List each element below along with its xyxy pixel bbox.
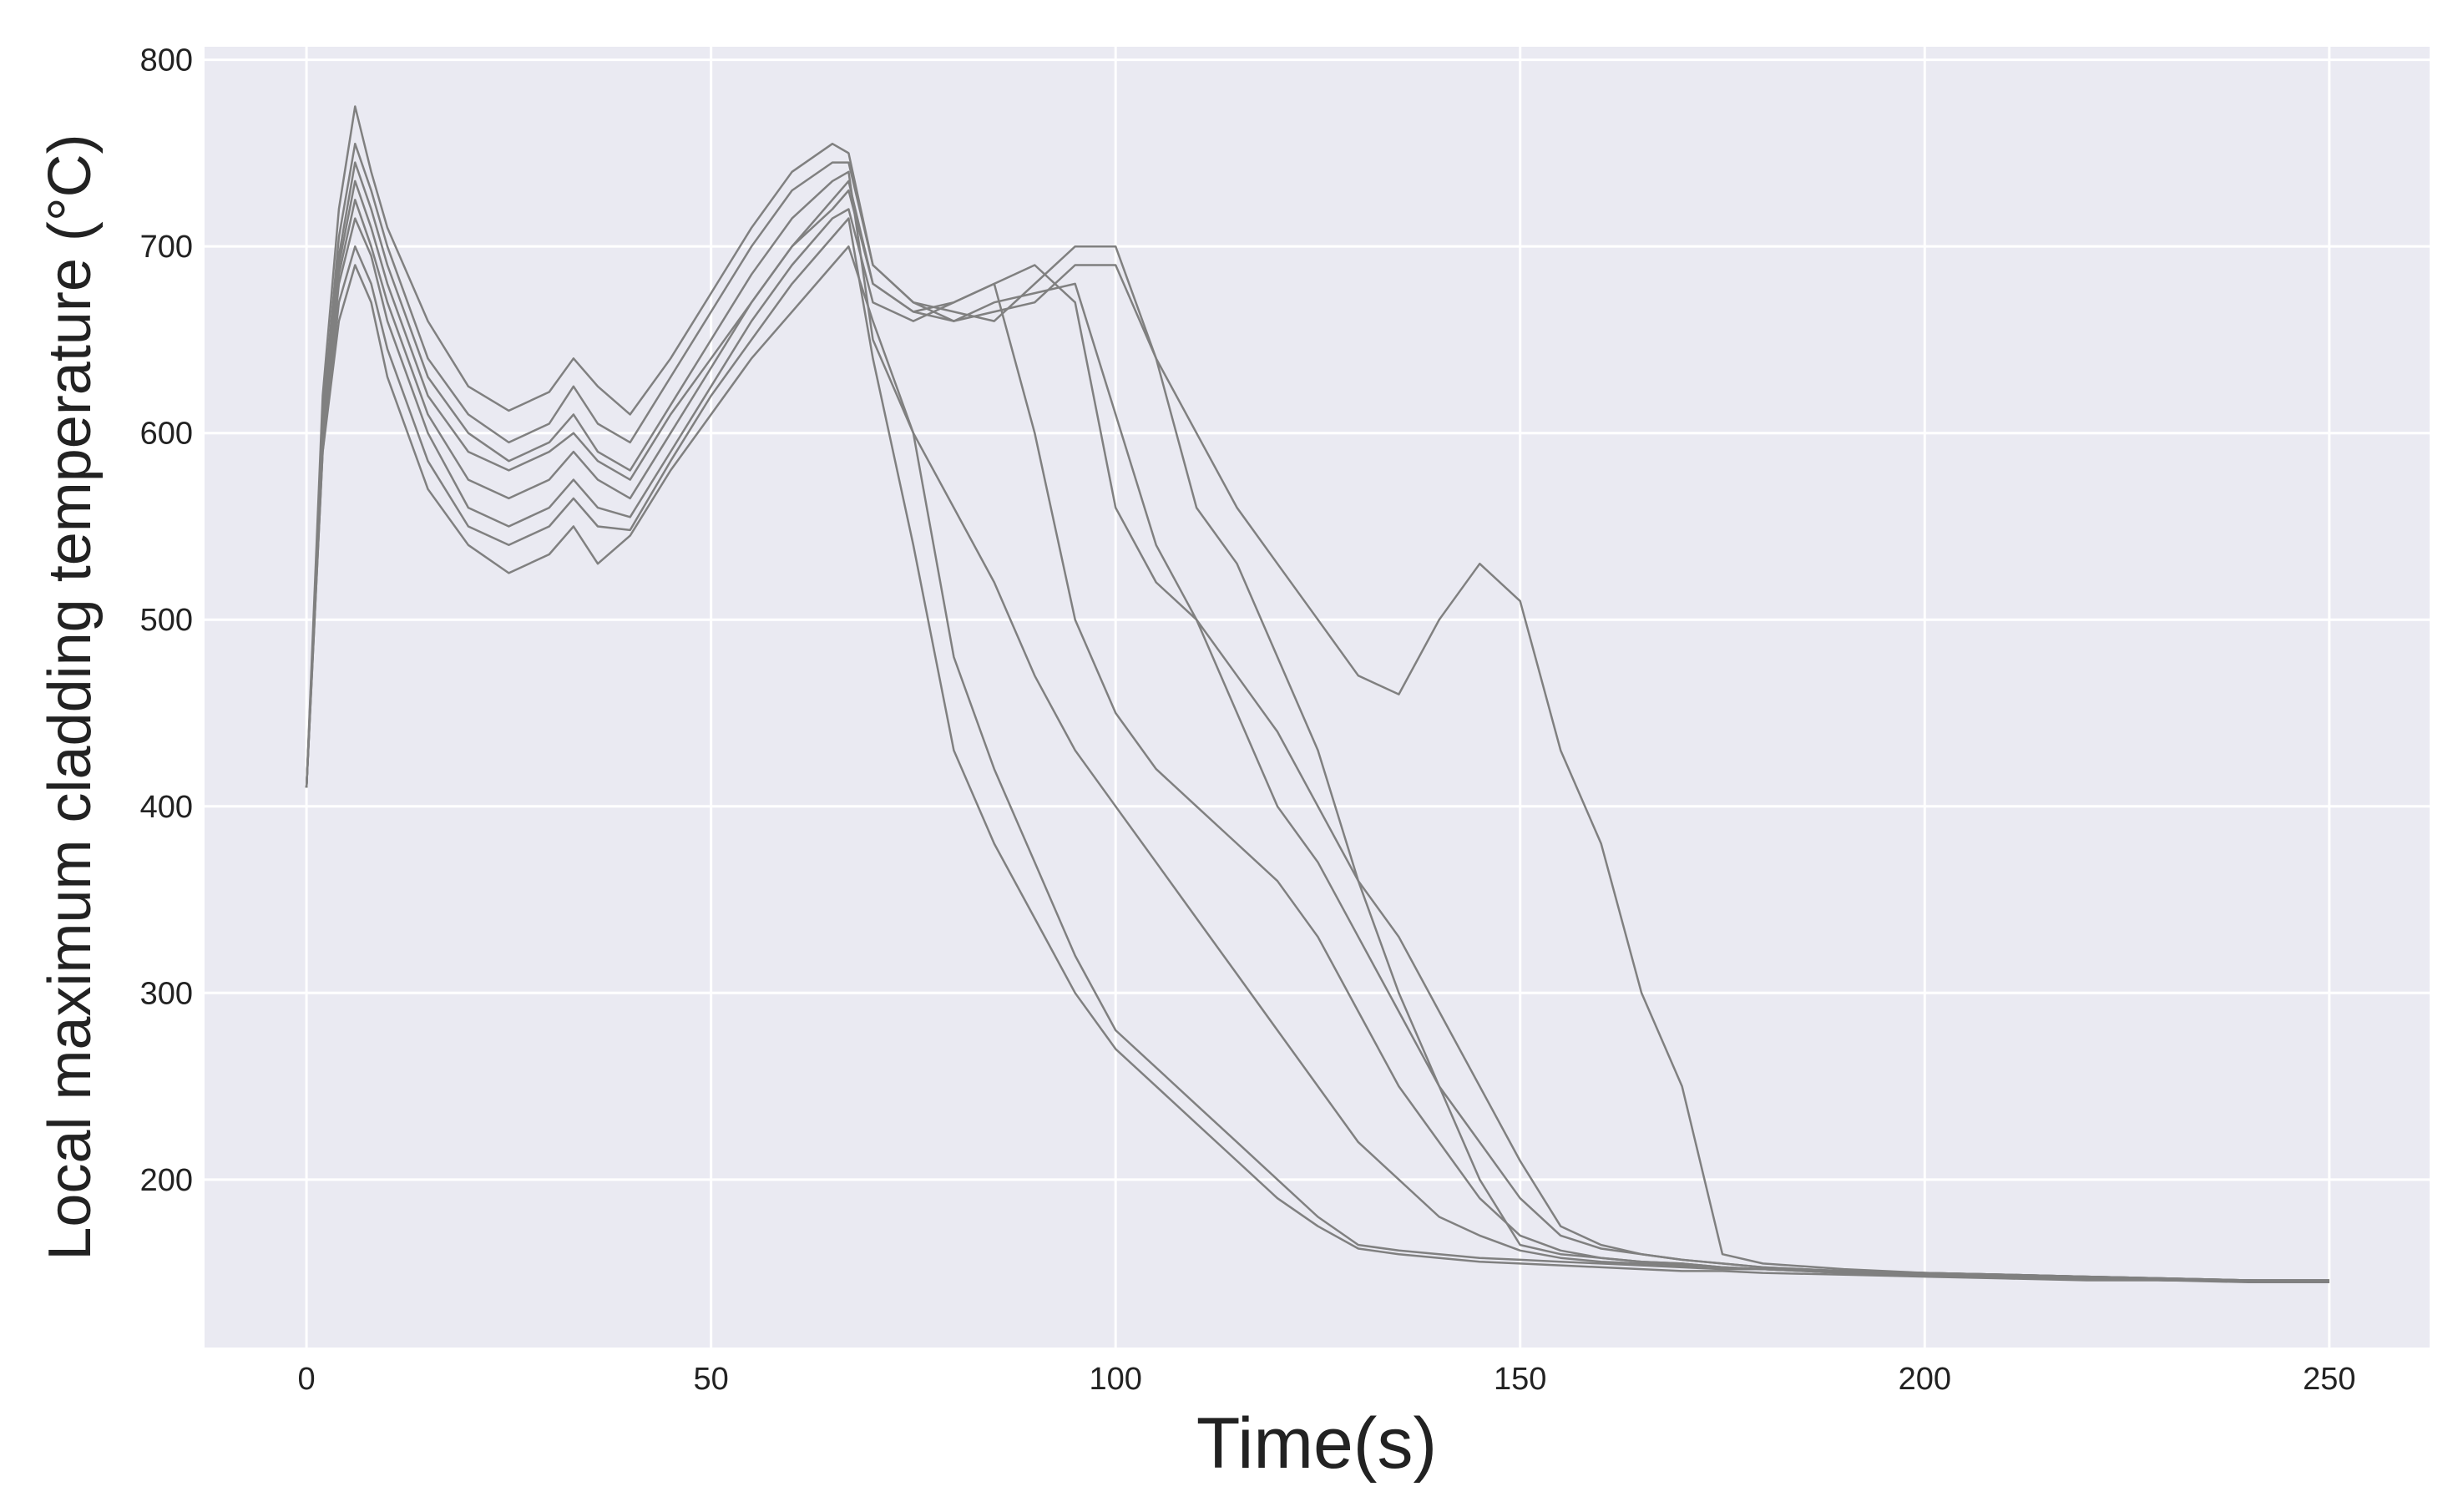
- x-tick-label: 200: [1899, 1362, 1951, 1397]
- x-tick-label: 100: [1089, 1362, 1141, 1397]
- x-tick-label: 50: [694, 1362, 729, 1397]
- y-tick-label: 200: [140, 1163, 193, 1198]
- x-tick-label: 0: [298, 1362, 316, 1397]
- series-line: [305, 217, 2329, 1284]
- series-line: [305, 180, 2329, 1282]
- x-axis-label: Time(s): [1196, 1403, 1437, 1484]
- lines: [305, 105, 2329, 1284]
- y-tick-label: 300: [140, 976, 193, 1011]
- x-tick-label: 250: [2303, 1362, 2355, 1397]
- y-axis-label: Local maximum cladding temperature (°C): [37, 134, 104, 1260]
- series-line: [305, 208, 2329, 1284]
- y-tick-label: 500: [140, 603, 193, 638]
- y-tick-label: 800: [140, 43, 193, 78]
- x-tick-label: 150: [1494, 1362, 1546, 1397]
- plot-area: [205, 47, 2430, 1348]
- y-tick-label: 700: [140, 230, 193, 265]
- series-line: [305, 245, 2329, 1284]
- ticks: 0 50 100 150 200 250 200 300 400 500 600 700 800: [140, 43, 2356, 1397]
- y-tick-label: 600: [140, 417, 193, 452]
- y-tick-label: 400: [140, 790, 193, 825]
- series-line: [305, 142, 2329, 1282]
